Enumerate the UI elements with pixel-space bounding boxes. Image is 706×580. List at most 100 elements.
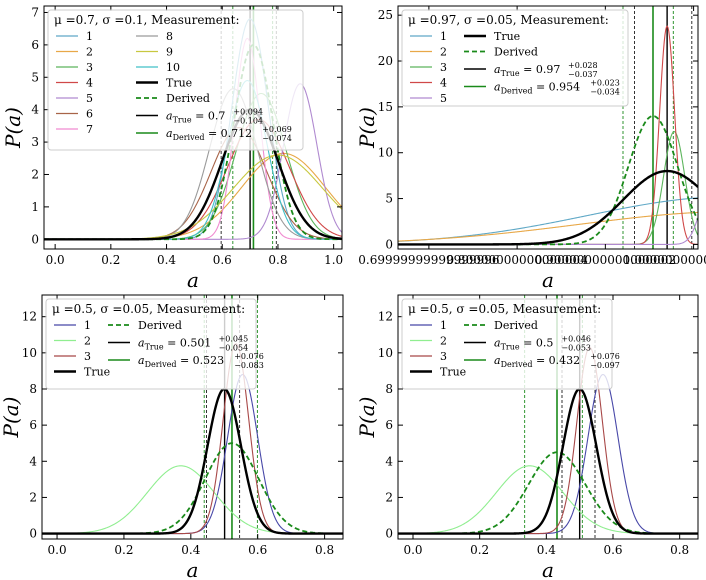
y-tick-label: 15 — [378, 100, 393, 114]
x-axis-label: a — [542, 268, 554, 292]
x-tick-label: 0.2 — [101, 253, 120, 267]
y-axis-label: P(a) — [0, 397, 23, 439]
y-tick-label: 12 — [378, 310, 393, 324]
axes-frame — [43, 5, 343, 250]
legend-stat-derived: aDerived = 0.523 — [138, 354, 224, 369]
legend-label-meas: 8 — [166, 30, 173, 43]
legend: μ =0.5, σ =0.05, Measurement: 1 2 3 True Deri… — [45, 298, 264, 390]
legend-label-true: True — [494, 30, 520, 43]
legend-stat-plus: +0.045 — [219, 335, 249, 344]
legend-label-derived: Derived — [138, 319, 182, 332]
y-tick-label: 12 — [22, 310, 37, 324]
legend-stat-minus: −0.097 — [590, 361, 620, 370]
x-tick-label: 0.0 — [48, 543, 67, 557]
legend-label-derived: Derived — [166, 92, 210, 105]
axes-frame — [397, 294, 699, 540]
x-tick-label: 0.8 — [315, 543, 334, 557]
axes-frame — [41, 294, 344, 540]
legend-stat-derived: aDerived = 0.712 — [166, 127, 252, 142]
legend-stat-plus: +0.023 — [590, 79, 620, 88]
legend-label-true: True — [440, 366, 466, 379]
y-tick-label: 6 — [29, 418, 37, 432]
y-tick-label: 1 — [31, 200, 39, 214]
measurement-curve-2 — [398, 465, 698, 535]
legend-title: μ =0.7, σ =0.1, Measurement: — [54, 13, 240, 27]
y-tick-label: 20 — [378, 54, 393, 68]
legend-stat-plus: +0.076 — [590, 352, 620, 361]
true-curve — [44, 108, 342, 241]
x-tick-label: 0.4 — [537, 543, 556, 557]
legend-stat-derived: aDerived = 0.432 — [494, 354, 580, 369]
legend-stat-true: aTrue = 0.97 — [494, 63, 560, 78]
legend-label-meas: 9 — [166, 46, 173, 59]
x-tick-label: 1.00000000000000000 — [623, 253, 706, 267]
y-tick-label: 6 — [385, 418, 393, 432]
legend: μ =0.97, σ =0.05, Measurement: 1 2 3 4 5 True D… — [401, 9, 629, 107]
measurement-curve-2 — [398, 211, 698, 242]
legend-stat-true: aTrue = 0.501 — [138, 337, 211, 352]
legend-label-meas: 2 — [86, 46, 93, 59]
legend-stat-minus: −0.053 — [561, 344, 591, 353]
y-tick-label: 0 — [31, 232, 39, 246]
true-curve — [398, 387, 698, 535]
legend-label-meas: 5 — [86, 92, 93, 105]
y-tick-label: 3 — [31, 135, 39, 149]
legend-stat-true: aTrue = 0.5 — [494, 337, 553, 352]
y-axis-label: P(a) — [1, 107, 25, 149]
legend-stat-minus: −0.034 — [590, 88, 620, 97]
x-axis-label: a — [542, 558, 554, 580]
y-tick-label: 8 — [29, 382, 37, 396]
x-tick-label: 0.0 — [403, 543, 422, 557]
legend-label-meas: 2 — [440, 46, 447, 59]
y-tick-label: 10 — [378, 346, 393, 360]
legend-stat-minus: −0.074 — [262, 134, 292, 143]
derived-curve — [42, 442, 343, 535]
x-tick-label: 0.80000000000000004 — [446, 253, 588, 267]
x-tick-label: 0.4 — [157, 253, 176, 267]
legend-stat-minus: −0.037 — [568, 70, 598, 79]
legend-stat-minus: −0.104 — [233, 117, 263, 126]
legend-label-meas: 1 — [440, 30, 447, 43]
x-tick-label: 0.2 — [114, 543, 133, 557]
legend-stat-derived: aDerived = 0.954 — [494, 81, 580, 96]
legend-stat-true: aTrue = 0.7 — [166, 110, 225, 125]
legend-label-derived: Derived — [494, 46, 538, 59]
y-tick-label: 0 — [385, 237, 393, 251]
true-curve — [42, 387, 343, 535]
legend-box — [47, 9, 304, 151]
legend-label-meas: 2 — [440, 335, 447, 348]
legend-label-true: True — [166, 77, 192, 90]
y-tick-label: 4 — [29, 454, 37, 468]
legend-label-meas: 3 — [440, 61, 447, 74]
legend-box — [45, 298, 257, 390]
legend: μ =0.7, σ =0.1, Measurement: 1 2 3 4 5 6 7 8 9 10 T… — [47, 9, 304, 151]
y-tick-label: 2 — [31, 167, 39, 181]
legend-label-meas: 7 — [86, 123, 93, 136]
plot-area — [42, 295, 343, 539]
y-tick-label: 2 — [385, 490, 393, 504]
legend-stat-plus: +0.028 — [568, 61, 598, 70]
x-tick-label: 0.0 — [46, 253, 65, 267]
y-tick-label: 4 — [385, 454, 393, 468]
legend-label-meas: 5 — [440, 92, 447, 105]
legend-label-meas: 6 — [86, 108, 93, 121]
y-tick-label: 10 — [22, 346, 37, 360]
y-tick-label: 6 — [31, 38, 39, 52]
legend-label-meas: 1 — [440, 319, 447, 332]
derived-curve — [398, 451, 698, 535]
y-tick-label: 0 — [29, 527, 37, 541]
legend-label-meas: 1 — [84, 319, 91, 332]
y-tick-label: 10 — [378, 146, 393, 160]
legend-label-meas: 3 — [86, 61, 93, 74]
y-tick-label: 7 — [31, 5, 39, 19]
x-tick-label: 0.6 — [603, 543, 622, 557]
legend-stat-minus: −0.083 — [234, 361, 264, 370]
legend-stat-minus: −0.054 — [219, 344, 249, 353]
x-tick-label: 0.6 — [248, 543, 267, 557]
legend-label-meas: 1 — [86, 30, 93, 43]
x-tick-label: 0.90000000000000002 — [535, 253, 676, 267]
x-tick-label: 0.6 — [213, 253, 232, 267]
y-tick-label: 5 — [31, 70, 39, 84]
